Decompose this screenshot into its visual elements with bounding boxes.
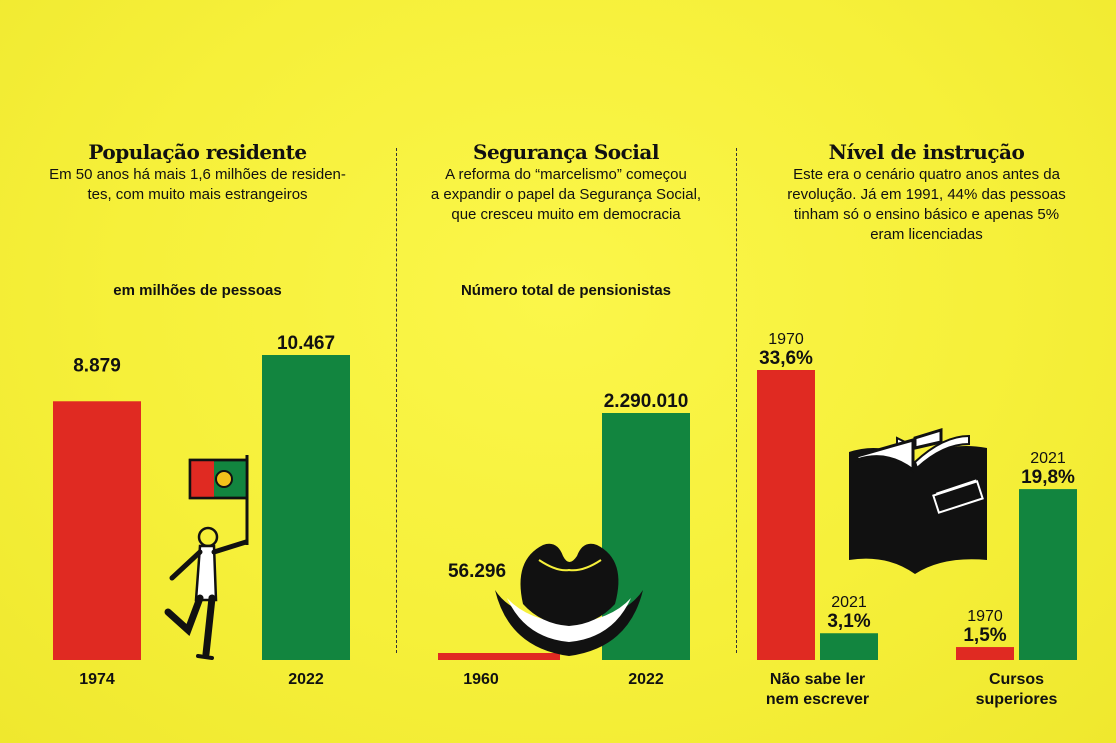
- divider: [396, 148, 397, 653]
- series-year-label: 1970: [768, 331, 804, 348]
- panel-nivel-instrucao: Nível de instrução Este era o cenário qu…: [737, 0, 1116, 743]
- series-year-label: 1970: [967, 608, 1003, 625]
- subtitle-line: tes, com muito mais estrangeiros: [87, 186, 308, 203]
- measure-label: Número total de pensionistas: [460, 282, 672, 299]
- category-label: 1960: [463, 671, 499, 688]
- data-label: 19,8%: [1021, 467, 1075, 488]
- wide-brim-hat-icon: [495, 543, 643, 656]
- subtitle-line: eram licenciadas: [870, 226, 983, 243]
- measure-label: em milhões de pessoas: [113, 282, 282, 299]
- divider: [736, 148, 737, 653]
- data-label: 56.296: [448, 561, 506, 582]
- subtitle-line: Em 50 anos há mais 1,6 milhões de reside…: [49, 166, 346, 183]
- subtitle-line: A reforma do “marcelismo” começou: [445, 166, 687, 183]
- category-label: Não sabe ler: [770, 671, 865, 688]
- data-label: 2.290.010: [604, 391, 689, 412]
- open-book-icon: [849, 427, 987, 574]
- data-label: 8.879: [73, 355, 121, 376]
- category-label: nem escrever: [766, 691, 869, 708]
- category-label: superiores: [976, 691, 1058, 708]
- bar: [53, 401, 141, 660]
- panel-title: População residente: [88, 140, 307, 164]
- subtitle-line: a expandir o papel da Segurança Social,: [430, 186, 702, 203]
- subtitle-line: que cresceu muito em democracia: [451, 206, 681, 223]
- data-label: 1,5%: [963, 625, 1006, 646]
- panel-subtitle: Em 50 anos há mais 1,6 milhões de reside…: [0, 165, 395, 205]
- panel-populacao: População residente Em 50 anos há mais 1…: [0, 0, 395, 743]
- category-label: Cursos: [989, 671, 1044, 688]
- bar: [956, 647, 1014, 660]
- series-year-label: 2021: [831, 594, 867, 611]
- data-label: 33,6%: [759, 348, 813, 369]
- subtitle-line: Este era o cenário quatro anos antes da: [793, 166, 1060, 183]
- category-label: 1974: [79, 671, 115, 688]
- category-label: 2022: [628, 671, 664, 688]
- bar: [1019, 489, 1077, 660]
- pensioners-chart: 56.296 1960 2.290.010 2022: [438, 391, 690, 688]
- panel-subtitle: A reforma do “marcelismo” começou a expa…: [397, 165, 735, 225]
- bar: [262, 355, 350, 660]
- flag-waving-person-icon: [164, 455, 249, 660]
- bar: [438, 653, 560, 660]
- population-chart: 8.879 1974 10.467 2022: [53, 333, 350, 688]
- bar: [757, 370, 815, 660]
- subtitle-line: revolução. Já em 1991, 44% das pessoas: [787, 186, 1066, 203]
- data-label: 3,1%: [827, 611, 870, 632]
- panel-title: Segurança Social: [473, 140, 659, 164]
- series-year-label: 2021: [1030, 450, 1066, 467]
- subtitle-line: tinham só o ensino básico e apenas 5%: [793, 206, 1060, 223]
- category-label: 2022: [288, 671, 324, 688]
- bar: [820, 633, 878, 660]
- data-label: 10.467: [277, 333, 335, 354]
- panel-subtitle: Este era o cenário quatro anos antes da …: [737, 165, 1116, 245]
- panel-seguranca-social: Segurança Social A reforma do “marcelism…: [397, 0, 735, 743]
- panel-title: Nível de instrução: [828, 140, 1025, 164]
